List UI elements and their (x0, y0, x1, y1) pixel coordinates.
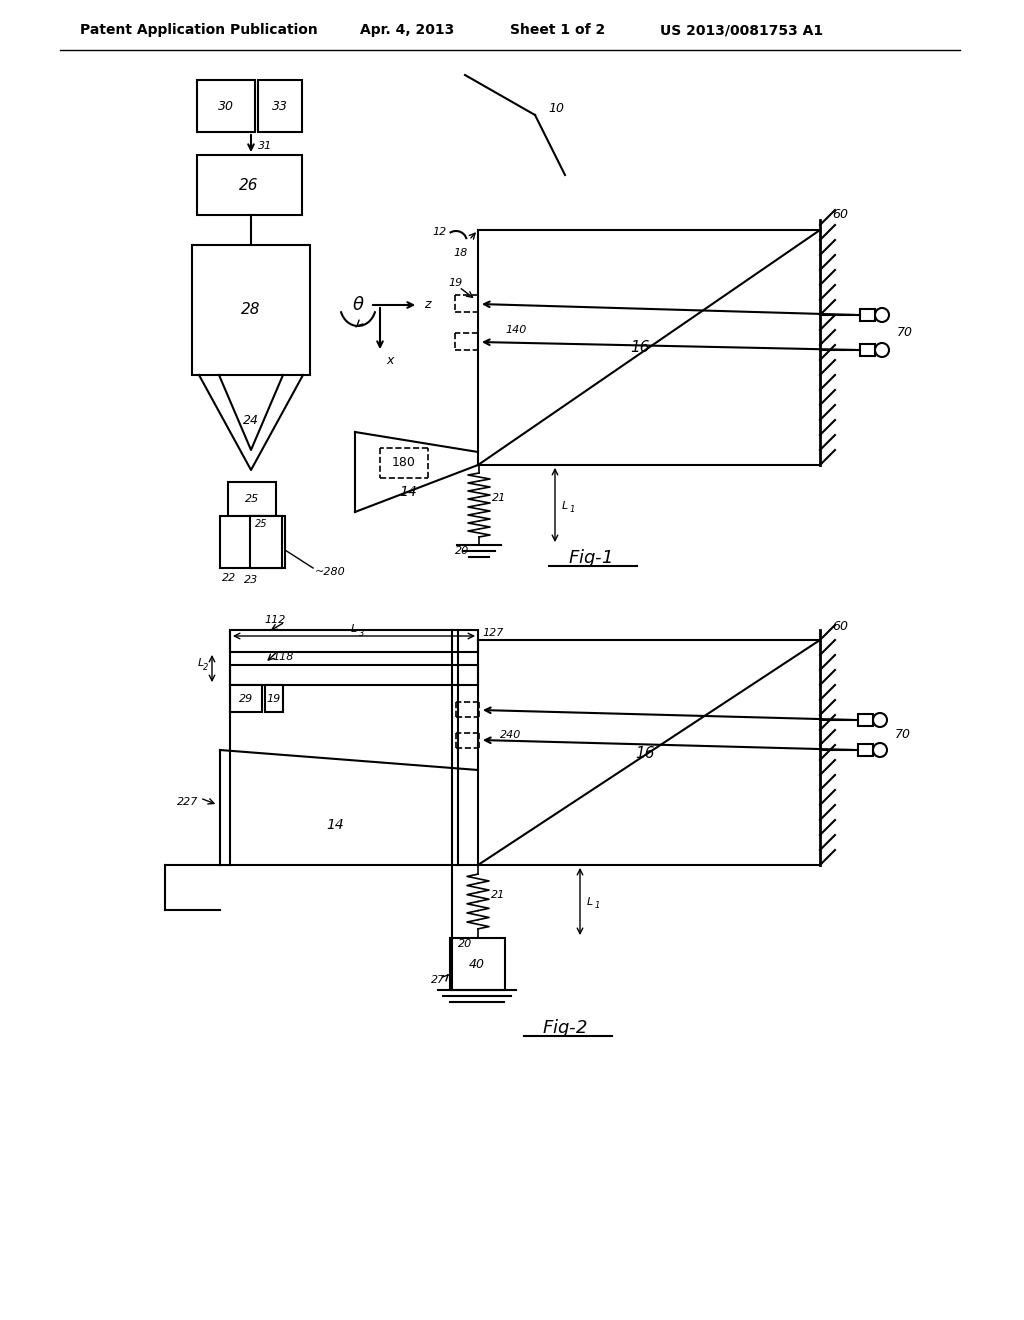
Text: Apr. 4, 2013: Apr. 4, 2013 (360, 22, 455, 37)
Bar (228, 482, 276, 516)
Text: $\mathbf{\mathit{Fig}}$-2: $\mathbf{\mathit{Fig}}$-2 (542, 1016, 588, 1039)
Text: 31: 31 (258, 141, 272, 150)
Text: ~280: ~280 (315, 568, 346, 577)
Text: 112: 112 (264, 615, 286, 624)
Text: 16: 16 (630, 341, 650, 355)
Text: US 2013/0081753 A1: US 2013/0081753 A1 (660, 22, 823, 37)
Text: 60: 60 (831, 620, 848, 634)
Bar (197, 154, 302, 215)
Bar (197, 81, 255, 132)
Text: 33: 33 (272, 99, 288, 112)
Text: 19: 19 (449, 279, 462, 288)
Text: z: z (424, 298, 430, 312)
Bar (230, 685, 262, 711)
Text: 18: 18 (453, 248, 467, 257)
Text: L: L (198, 659, 204, 668)
Text: 1: 1 (595, 902, 600, 911)
Text: Patent Application Publication: Patent Application Publication (80, 22, 317, 37)
Text: 12: 12 (432, 227, 446, 238)
Bar (858, 714, 873, 726)
Text: 21: 21 (490, 890, 505, 900)
Text: 20: 20 (455, 546, 469, 556)
Circle shape (874, 343, 889, 356)
Text: 24: 24 (243, 413, 259, 426)
Text: L: L (351, 624, 357, 634)
Text: 25: 25 (245, 494, 259, 504)
Bar (230, 665, 478, 685)
Circle shape (874, 308, 889, 322)
Text: 127: 127 (482, 628, 504, 638)
Text: 28: 28 (242, 302, 261, 318)
Text: 27: 27 (431, 975, 445, 985)
Text: L: L (587, 898, 593, 907)
Bar (258, 81, 302, 132)
Bar (230, 630, 478, 652)
Text: 16: 16 (635, 746, 654, 760)
Bar (450, 939, 505, 990)
Text: 10: 10 (548, 102, 564, 115)
Text: Sheet 1 of 2: Sheet 1 of 2 (510, 22, 605, 37)
Text: $\theta$: $\theta$ (351, 296, 365, 314)
Text: 40: 40 (469, 957, 485, 970)
Text: 60: 60 (831, 209, 848, 222)
Text: 1: 1 (570, 506, 575, 515)
Bar (220, 516, 285, 568)
Text: 140: 140 (505, 325, 526, 335)
Circle shape (873, 713, 887, 727)
Text: 22: 22 (222, 573, 237, 583)
Text: 30: 30 (218, 99, 234, 112)
Text: 23: 23 (244, 576, 258, 585)
Bar (250, 516, 282, 568)
Text: 2: 2 (203, 663, 208, 672)
Text: 70: 70 (895, 729, 911, 742)
Text: 70: 70 (897, 326, 913, 339)
Bar (265, 685, 283, 711)
Text: 19: 19 (267, 693, 282, 704)
Text: 227: 227 (176, 797, 198, 807)
Text: 3: 3 (359, 628, 365, 638)
Text: 240: 240 (500, 730, 521, 741)
Text: $\mathbf{\mathit{Fig}}$-1: $\mathbf{\mathit{Fig}}$-1 (568, 546, 612, 569)
Bar (860, 309, 874, 321)
Text: 20: 20 (458, 939, 472, 949)
Text: 26: 26 (240, 177, 259, 193)
Text: 14: 14 (399, 484, 417, 499)
Text: 25: 25 (255, 519, 267, 529)
Text: 118: 118 (272, 652, 293, 663)
Text: 180: 180 (392, 457, 416, 470)
Text: 21: 21 (492, 492, 506, 503)
Text: x: x (386, 354, 393, 367)
Text: L: L (562, 502, 568, 511)
Bar (860, 345, 874, 356)
Circle shape (873, 743, 887, 756)
Text: 14: 14 (326, 818, 344, 832)
Bar (858, 744, 873, 756)
Text: 29: 29 (239, 693, 253, 704)
Bar (193, 246, 310, 375)
